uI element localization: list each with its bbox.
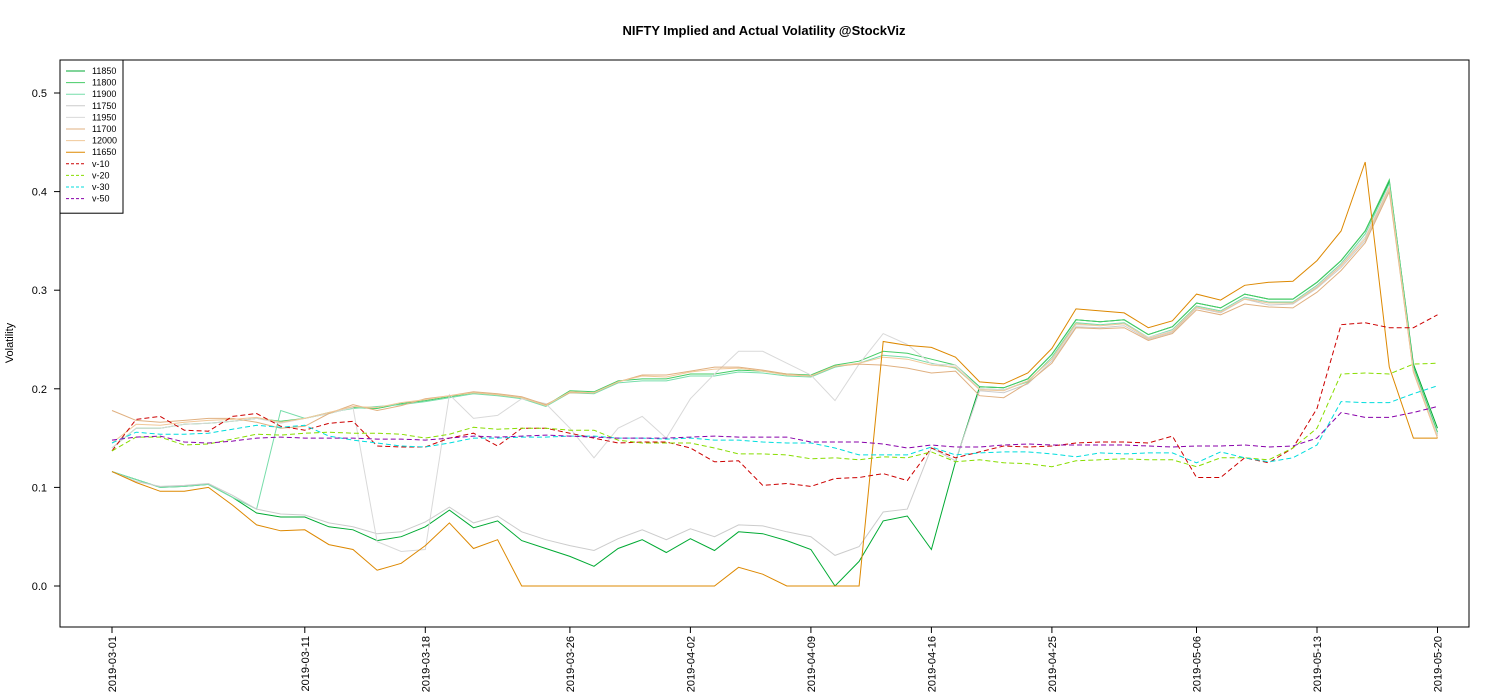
axis-layer: 0.0 0.1 0.2 0.3 0.4 0.5 2019-03-01 2019-03-11 20…: [32, 88, 1445, 692]
chart-title: NIFTY Implied and Actual Volatility @Sto…: [622, 23, 906, 38]
series-line-v-20: [111, 362, 1438, 468]
series-line-12000: [111, 185, 1438, 444]
series-line-11800: [111, 178, 1438, 449]
legend-label-v-50: v-50: [92, 194, 110, 204]
legend-label-12000: 12000: [92, 136, 117, 146]
legend-label-v-10: v-10: [92, 159, 110, 169]
plot-frame: [59, 59, 1470, 628]
y-tick-label: 0.1: [32, 482, 47, 494]
series-line-11750: [111, 187, 1438, 556]
x-tick-label: 2019-05-20: [1433, 636, 1445, 692]
x-tick-label: 2019-04-09: [806, 636, 818, 692]
x-tick-label: 2019-03-26: [565, 636, 577, 692]
legend-label-11800: 11800: [92, 78, 116, 88]
legend-label-11850: 11850: [92, 66, 116, 76]
x-tick-label: 2019-04-02: [685, 636, 697, 692]
series-line-v-50: [111, 406, 1438, 449]
x-tick-label: 2019-05-06: [1192, 636, 1204, 692]
series-line-11950: [111, 184, 1438, 553]
series-line-11850: [111, 179, 1438, 587]
series-line-v-10: [111, 314, 1438, 487]
y-axis-title: Volatility: [4, 322, 16, 363]
legend-label-v-30: v-30: [92, 182, 110, 192]
series-line-11700: [111, 189, 1438, 439]
x-tick-label: 2019-03-18: [420, 636, 432, 692]
x-tick-label: 2019-03-11: [300, 636, 312, 691]
y-tick-label: 0.5: [32, 88, 47, 100]
y-tick-label: 0.0: [32, 581, 47, 593]
x-tick-label: 2019-05-13: [1312, 636, 1324, 692]
legend-label-v-20: v-20: [92, 170, 110, 180]
x-tick-label: 2019-04-25: [1047, 636, 1059, 692]
legend-label-11650: 11650: [92, 147, 116, 157]
y-tick-label: 0.4: [32, 187, 47, 199]
x-tick-label: 2019-03-01: [107, 636, 119, 692]
series-line-11650: [111, 161, 1438, 587]
x-tick-label: 2019-04-16: [926, 636, 938, 692]
y-tick-label: 0.2: [32, 384, 47, 396]
legend-label-11750: 11750: [92, 101, 116, 111]
legend-box: [59, 59, 124, 214]
y-tick-label: 0.3: [32, 285, 47, 297]
series-line-v-30: [111, 385, 1438, 464]
legend-label-11950: 11950: [92, 112, 116, 122]
series-line-11900: [111, 181, 1438, 510]
legend-label-11900: 11900: [92, 89, 116, 99]
legend-label-11700: 11700: [92, 124, 116, 134]
series-layer: [111, 161, 1438, 587]
